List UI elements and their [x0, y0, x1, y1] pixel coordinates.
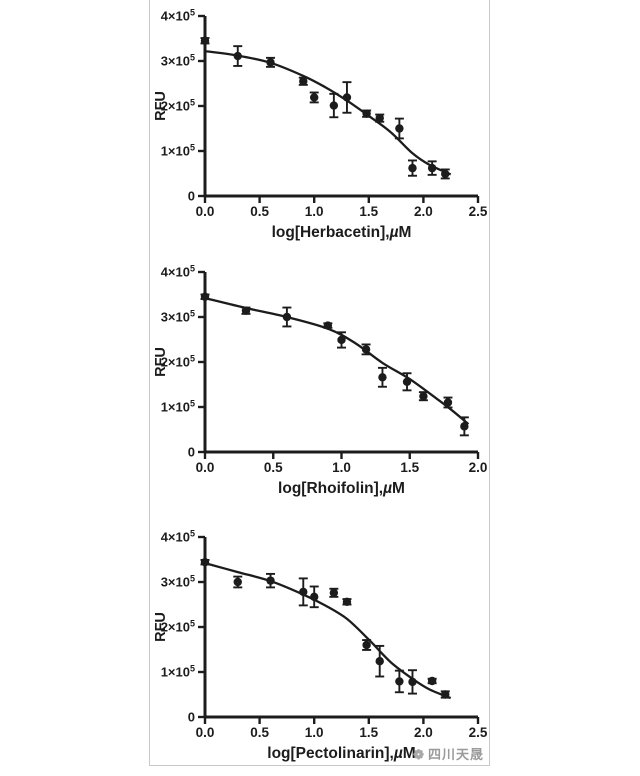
data-point — [441, 690, 450, 699]
data-point — [378, 373, 387, 382]
y-tick-label: 0 — [188, 445, 195, 460]
tick-marks — [198, 270, 480, 459]
axes — [203, 272, 478, 454]
y-tick-label: 3×105 — [161, 53, 195, 69]
x-tick-label: 1.0 — [332, 460, 351, 475]
data-point — [329, 101, 339, 110]
figure-frame: 0 1×105 2×105 3×105 4×105 0.0 0.5 1.0 1.5 2.0 2.5 R… — [149, 0, 490, 766]
chart-pectolinarin: 0 1×105 2×105 3×105 4×105 0.0 0.5 1.0 1.5 2.0 2.5 R… — [150, 521, 489, 765]
x-tick-label: 2.5 — [469, 204, 488, 219]
data-points — [200, 558, 450, 699]
data-point — [395, 677, 404, 686]
x-axis-title: log[Pectolinarin],µM — [267, 745, 415, 762]
y-tick-label: 1×105 — [161, 664, 195, 680]
x-tick-label: 0.0 — [196, 204, 215, 219]
x-axis-title: log[Herbacetin],µM — [272, 224, 412, 241]
error-bars — [200, 293, 469, 437]
chart-svg: 0 1×105 2×105 3×105 4×105 0.0 0.5 1.0 1.5 2.0 RFU l… — [153, 264, 488, 498]
tick-marks — [198, 14, 480, 203]
x-tick-label: 0.5 — [264, 460, 283, 475]
tick-marks — [198, 535, 480, 724]
chart-rhoifolin: 0 1×105 2×105 3×105 4×105 0.0 0.5 1.0 1.5 2.0 RFU l… — [150, 256, 489, 506]
data-point — [233, 577, 242, 587]
y-axis-title: RFU — [153, 347, 169, 377]
x-tick-label: 2.0 — [469, 460, 488, 475]
data-point — [460, 422, 469, 431]
fit-curve — [204, 49, 452, 176]
data-point — [310, 592, 319, 602]
data-point — [408, 163, 417, 173]
y-tick-label: 2×105 — [161, 354, 195, 370]
data-point — [419, 392, 428, 401]
fit-curve — [204, 561, 452, 700]
data-point — [299, 587, 308, 597]
data-point — [200, 558, 210, 567]
data-points — [200, 36, 450, 179]
y-tick-label: 1×105 — [161, 399, 195, 415]
data-point — [233, 51, 242, 61]
x-tick-label: 2.0 — [414, 204, 433, 219]
x-axis-title: log[Rhoifolin],µM — [278, 480, 405, 497]
y-tick-label: 4×105 — [161, 264, 195, 280]
chart-herbacetin: 0 1×105 2×105 3×105 4×105 0.0 0.5 1.0 1.5 2.0 2.5 R… — [150, 0, 489, 250]
data-point — [200, 292, 210, 301]
data-point — [266, 58, 275, 67]
data-point — [395, 124, 404, 133]
x-tick-label: 2.0 — [414, 725, 433, 740]
data-point — [282, 312, 292, 322]
fit-curve — [204, 296, 470, 425]
axes — [203, 537, 478, 719]
watermark: ❁ 四川天晟 — [411, 747, 486, 762]
data-point — [361, 345, 371, 354]
y-tick-label: 3×105 — [161, 309, 195, 325]
data-point — [375, 113, 384, 123]
data-point — [427, 163, 437, 173]
chart-svg: 0 1×105 2×105 3×105 4×105 0.0 0.5 1.0 1.5 2.0 2.5 R… — [153, 529, 488, 763]
data-point — [362, 640, 371, 650]
y-tick-label: 0 — [188, 189, 195, 204]
x-tick-label: 1.5 — [359, 725, 378, 740]
y-tick-label: 0 — [188, 710, 195, 725]
data-point — [427, 676, 437, 686]
data-point — [408, 677, 417, 687]
y-tick-label: 4×105 — [161, 529, 195, 545]
y-tick-label: 3×105 — [161, 574, 195, 590]
data-point — [200, 36, 210, 45]
x-tick-label: 1.5 — [359, 204, 378, 219]
x-tick-label: 0.0 — [196, 725, 215, 740]
x-tick-label: 1.5 — [400, 460, 419, 475]
data-point — [337, 335, 346, 345]
data-point — [241, 306, 251, 315]
data-point — [310, 93, 319, 102]
x-tick-label: 2.5 — [469, 725, 488, 740]
data-point — [342, 93, 352, 102]
data-point — [375, 657, 384, 666]
y-tick-label: 2×105 — [161, 619, 195, 635]
data-point — [342, 597, 352, 606]
data-point — [362, 109, 371, 118]
data-points — [200, 292, 469, 431]
data-point — [402, 377, 412, 386]
x-tick-label: 0.0 — [196, 460, 215, 475]
y-tick-label: 1×105 — [161, 143, 195, 159]
watermark-text: 四川天晟 — [427, 747, 484, 762]
data-point — [323, 321, 333, 330]
data-point — [443, 398, 453, 407]
data-point — [441, 169, 450, 179]
data-point — [299, 77, 308, 86]
y-axis-title: RFU — [153, 91, 169, 121]
x-tick-label: 1.0 — [305, 204, 324, 219]
chart-svg: 0 1×105 2×105 3×105 4×105 0.0 0.5 1.0 1.5 2.0 2.5 R… — [153, 8, 488, 242]
data-point — [329, 588, 339, 597]
y-axis-title: RFU — [153, 612, 169, 642]
y-tick-label: 4×105 — [161, 8, 195, 24]
x-tick-label: 1.0 — [305, 725, 324, 740]
watermark-flower-logo-icon: ❁ — [413, 747, 424, 762]
y-tick-label: 2×105 — [161, 98, 195, 114]
x-tick-label: 0.5 — [250, 204, 269, 219]
x-tick-label: 0.5 — [250, 725, 269, 740]
data-point — [266, 576, 275, 585]
